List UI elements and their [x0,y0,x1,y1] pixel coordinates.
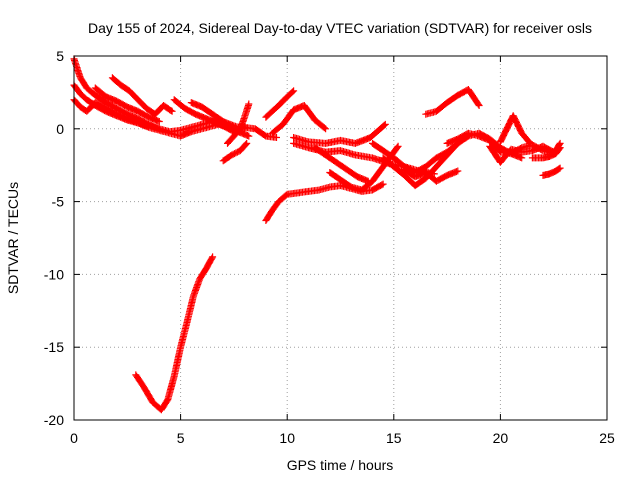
y-tick-label: -20 [44,412,64,428]
series-markers [268,102,330,137]
x-tick-label: 10 [279,430,295,446]
x-axis-label: GPS time / hours [287,457,394,473]
chart-title: Day 155 of 2024, Sidereal Day-to-day VTE… [88,20,592,36]
x-tick-label: 0 [70,430,78,446]
data-series [70,55,564,414]
series-markers [401,166,462,185]
series-markers [528,144,564,162]
series-track-13 [290,120,389,147]
y-tick-label: 0 [56,121,64,137]
series-track-27 [132,253,217,414]
series-track-25 [528,144,564,162]
series-markers [91,84,163,125]
series-markers [219,139,251,165]
series-markers [422,86,483,118]
series-track-15 [311,144,372,185]
series-track-12 [268,102,330,137]
axis-ticks: 0 5 10 15 20 25 5 0 -5 -10 -15 -20 [44,48,615,446]
x-tick-label: 5 [177,430,185,446]
series-markers [224,100,253,147]
series-markers [108,74,176,118]
series-track-9 [224,100,253,147]
series-track-4 [91,84,163,125]
y-tick-label: 5 [56,48,64,64]
series-track-26 [539,164,564,179]
series-track-19 [379,139,462,190]
y-tick-label: -15 [44,339,64,355]
series-markers [496,112,534,147]
series-markers [132,253,217,414]
series-markers [311,144,372,185]
series-markers [262,87,298,121]
x-tick-label: 25 [599,430,615,446]
series-track-5 [108,74,176,118]
series-track-20 [401,166,462,185]
plot-frame [73,55,608,421]
series-track-23 [486,142,564,166]
series-track-21 [422,86,483,118]
series-track-11 [262,87,298,121]
series-markers [539,164,564,179]
series-track-24 [496,112,534,147]
y-tick-label: -5 [52,194,65,210]
y-tick-label: -10 [44,266,64,282]
series-markers [486,142,564,166]
series-markers [379,139,462,190]
y-axis-label: SDTVAR / TECUs [5,182,21,294]
series-markers [290,120,389,147]
x-tick-label: 15 [386,430,402,446]
series-track-10 [219,139,251,165]
x-tick-label: 20 [493,430,509,446]
